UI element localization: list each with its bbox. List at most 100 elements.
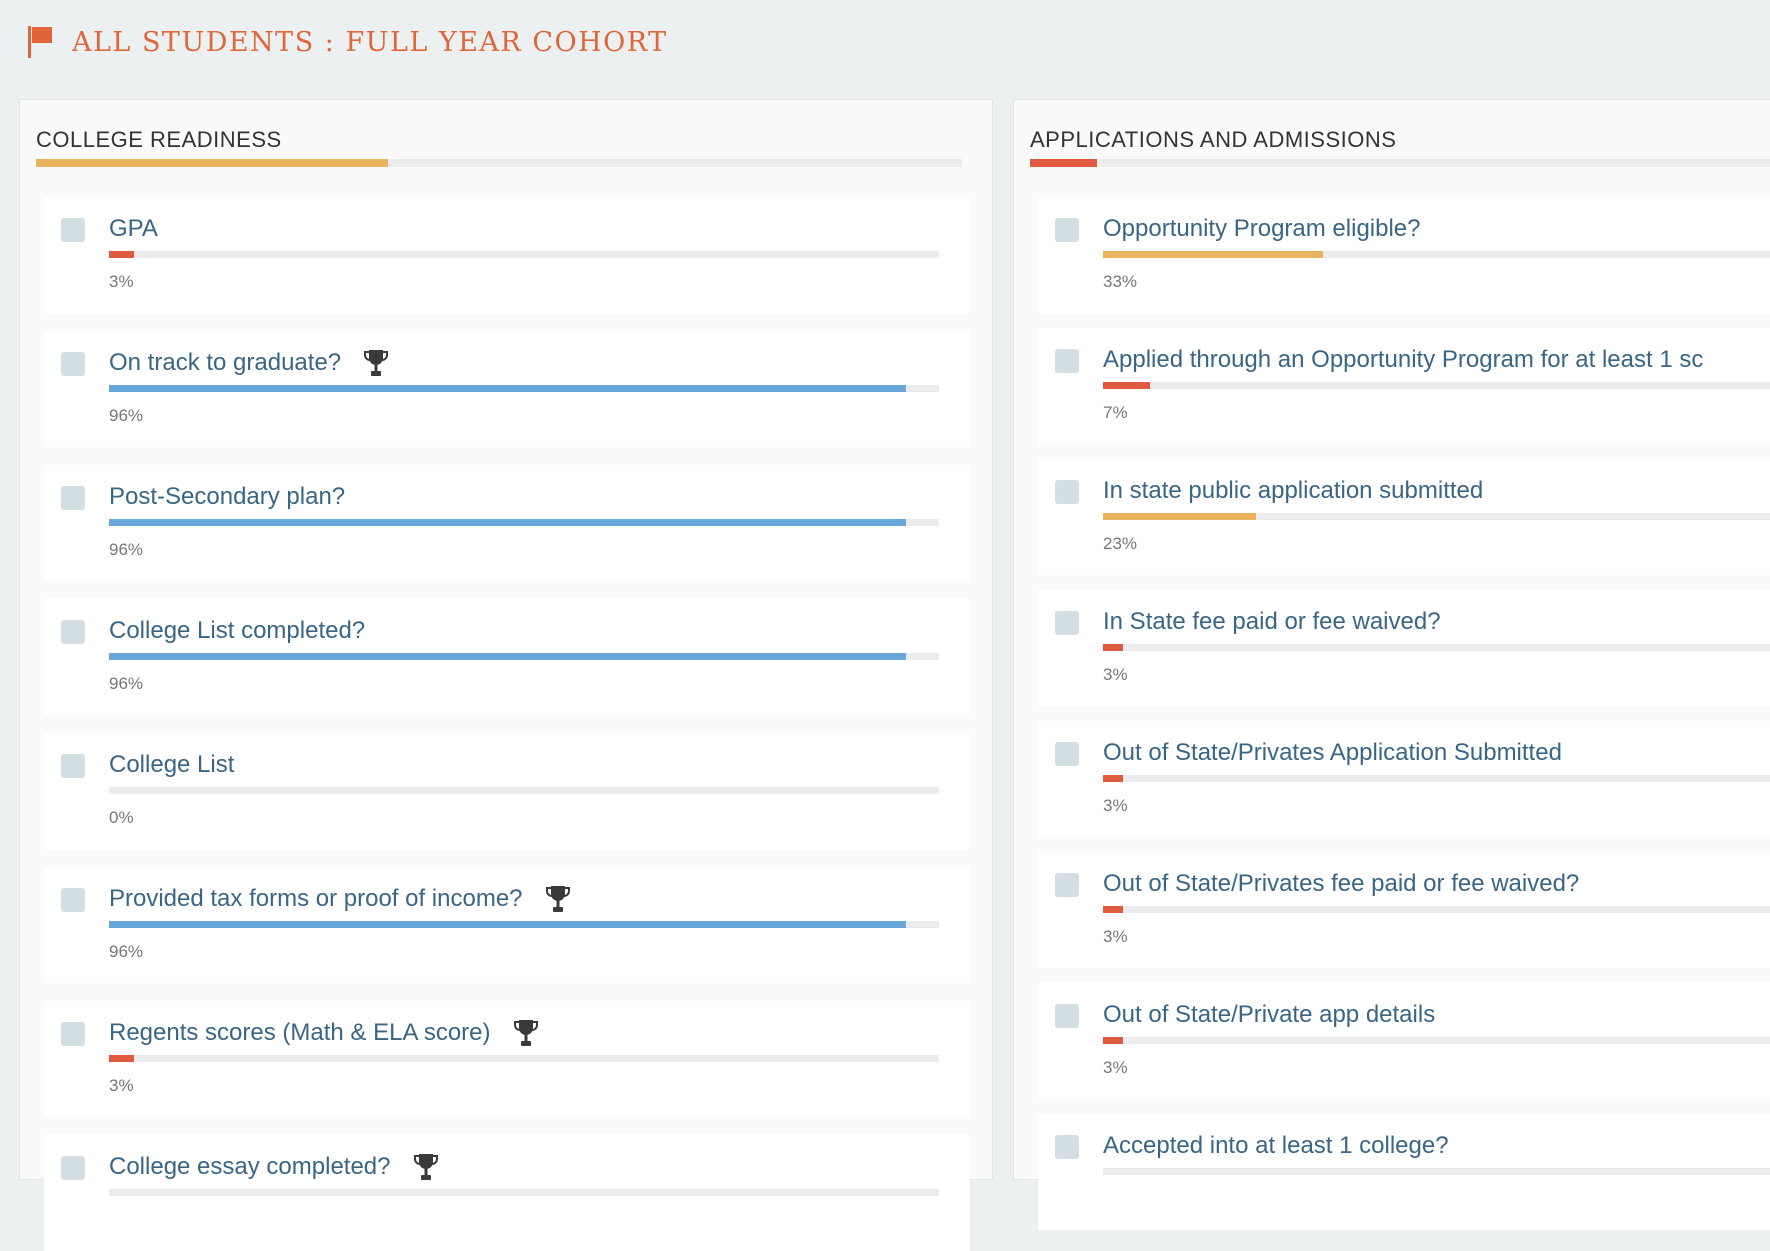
item-title: College List <box>109 751 234 779</box>
item-label-link[interactable]: On track to graduate? <box>109 349 342 376</box>
item-percent: 3% <box>1103 796 1128 815</box>
checklist-item: Out of State/Private app details 3% <box>1038 983 1770 1099</box>
checklist-item: Provided tax forms or proof of income? 96… <box>44 867 970 983</box>
item-percent: 96% <box>109 674 144 693</box>
item-progress-bar <box>1103 906 1770 913</box>
item-checkbox[interactable] <box>1055 1004 1079 1028</box>
checklist-item: Out of State/Privates fee paid or fee wa… <box>1038 852 1770 968</box>
item-percent: 96% <box>109 406 144 425</box>
item-progress-bar <box>1103 513 1770 520</box>
item-progress-bar <box>1103 251 1770 258</box>
item-checkbox[interactable] <box>61 218 85 242</box>
item-label-link[interactable]: Regents scores (Math & ELA score) <box>109 1019 491 1046</box>
item-checkbox[interactable] <box>1055 480 1079 504</box>
trophy-icon <box>545 885 571 913</box>
item-label-link[interactable]: Provided tax forms or proof of income? <box>109 885 523 912</box>
item-progress-bar <box>1103 1037 1770 1044</box>
item-title: College List completed? <box>109 617 365 645</box>
flag-icon <box>28 26 52 58</box>
item-progress-fill <box>109 385 906 392</box>
item-percent: 3% <box>109 272 134 291</box>
item-label-link[interactable]: Opportunity Program eligible? <box>1103 215 1421 242</box>
item-percent: 23% <box>1103 534 1138 553</box>
item-checkbox[interactable] <box>1055 1135 1079 1159</box>
item-label-link[interactable]: In State fee paid or fee waived? <box>1103 608 1441 635</box>
item-label-link[interactable]: Out of State/Privates Application Submit… <box>1103 739 1562 766</box>
item-percent: 96% <box>109 540 144 559</box>
item-title: In state public application submitted <box>1103 477 1483 505</box>
item-title: On track to graduate? <box>109 349 389 377</box>
item-progress-bar <box>1103 382 1770 389</box>
checklist-item: On track to graduate? 96% <box>44 331 970 447</box>
item-checkbox[interactable] <box>61 352 85 376</box>
panel-progress-bar <box>1030 159 1770 167</box>
item-title: Applied through an Opportunity Program f… <box>1103 346 1703 374</box>
item-percent: 3% <box>1103 1058 1128 1077</box>
item-percent: 7% <box>1103 403 1128 422</box>
item-label-link[interactable]: Accepted into at least 1 college? <box>1103 1132 1449 1159</box>
item-progress-bar <box>109 787 939 794</box>
panel-progress-fill <box>36 159 388 167</box>
item-progress-fill <box>1103 906 1123 913</box>
item-checkbox[interactable] <box>61 754 85 778</box>
item-label-link[interactable]: Out of State/Private app details <box>1103 1001 1436 1028</box>
trophy-icon <box>363 349 389 377</box>
item-title: Provided tax forms or proof of income? <box>109 885 571 913</box>
checklist-item: Post-Secondary plan? 96% <box>44 465 970 581</box>
item-label-link[interactable]: College List completed? <box>109 617 366 644</box>
checklist: GPA 3% On track to graduate? 96% Post-Second… <box>44 197 970 1251</box>
item-label-link[interactable]: Applied through an Opportunity Program f… <box>1103 346 1704 373</box>
item-progress-bar <box>109 251 939 258</box>
item-progress-bar <box>109 519 939 526</box>
item-progress-fill <box>1103 644 1123 651</box>
item-title: Post-Secondary plan? <box>109 483 345 511</box>
checklist: Opportunity Program eligible? 33% Applied … <box>1038 197 1770 1230</box>
item-progress-fill <box>109 251 134 258</box>
item-percent: 3% <box>1103 927 1128 946</box>
item-checkbox[interactable] <box>1055 873 1079 897</box>
checklist-item: Opportunity Program eligible? 33% <box>1038 197 1770 313</box>
item-progress-bar <box>109 385 939 392</box>
item-label-link[interactable]: Out of State/Privates fee paid or fee wa… <box>1103 870 1580 897</box>
item-progress-fill <box>109 519 906 526</box>
page-header: ALL STUDENTS : FULL YEAR COHORT <box>28 26 668 58</box>
item-title: Regents scores (Math & ELA score) <box>109 1019 539 1047</box>
item-label-link[interactable]: Post-Secondary plan? <box>109 483 346 510</box>
item-percent: 3% <box>109 1076 134 1095</box>
checklist-item: Out of State/Privates Application Submit… <box>1038 721 1770 837</box>
item-progress-fill <box>109 1055 134 1062</box>
item-checkbox[interactable] <box>61 1022 85 1046</box>
item-checkbox[interactable] <box>1055 349 1079 373</box>
panel-progress-fill <box>1030 159 1097 167</box>
item-title: Accepted into at least 1 college? <box>1103 1132 1449 1160</box>
checklist-item: GPA 3% <box>44 197 970 313</box>
item-title: Out of State/Privates Application Submit… <box>1103 739 1562 767</box>
item-checkbox[interactable] <box>61 1156 85 1180</box>
checklist-item: College essay completed? <box>44 1135 970 1251</box>
item-checkbox[interactable] <box>61 888 85 912</box>
item-checkbox[interactable] <box>1055 611 1079 635</box>
item-progress-fill <box>1103 775 1123 782</box>
trophy-icon <box>413 1153 439 1181</box>
item-checkbox[interactable] <box>61 486 85 510</box>
panel-title: APPLICATIONS AND ADMISSIONS <box>1030 127 1397 152</box>
item-title: Out of State/Private app details <box>1103 1001 1435 1029</box>
trophy-icon <box>513 1019 539 1047</box>
item-title: GPA <box>109 215 158 243</box>
item-progress-fill <box>109 653 906 660</box>
item-checkbox[interactable] <box>1055 218 1079 242</box>
item-label-link[interactable]: GPA <box>109 215 158 242</box>
item-label-link[interactable]: In state public application submitted <box>1103 477 1484 504</box>
applications-admissions-panel: APPLICATIONS AND ADMISSIONS Opportunity … <box>1013 99 1770 1230</box>
checklist-item: Accepted into at least 1 college? <box>1038 1114 1770 1230</box>
item-label-link[interactable]: College essay completed? <box>109 1153 391 1180</box>
item-progress-bar <box>1103 1168 1770 1175</box>
item-checkbox[interactable] <box>1055 742 1079 766</box>
item-progress-bar <box>109 921 939 928</box>
item-percent: 96% <box>109 942 144 961</box>
item-checkbox[interactable] <box>61 620 85 644</box>
checklist-item: College List 0% <box>44 733 970 849</box>
item-progress-bar <box>1103 644 1770 651</box>
item-label-link[interactable]: College List <box>109 751 235 778</box>
item-progress-bar <box>1103 775 1770 782</box>
